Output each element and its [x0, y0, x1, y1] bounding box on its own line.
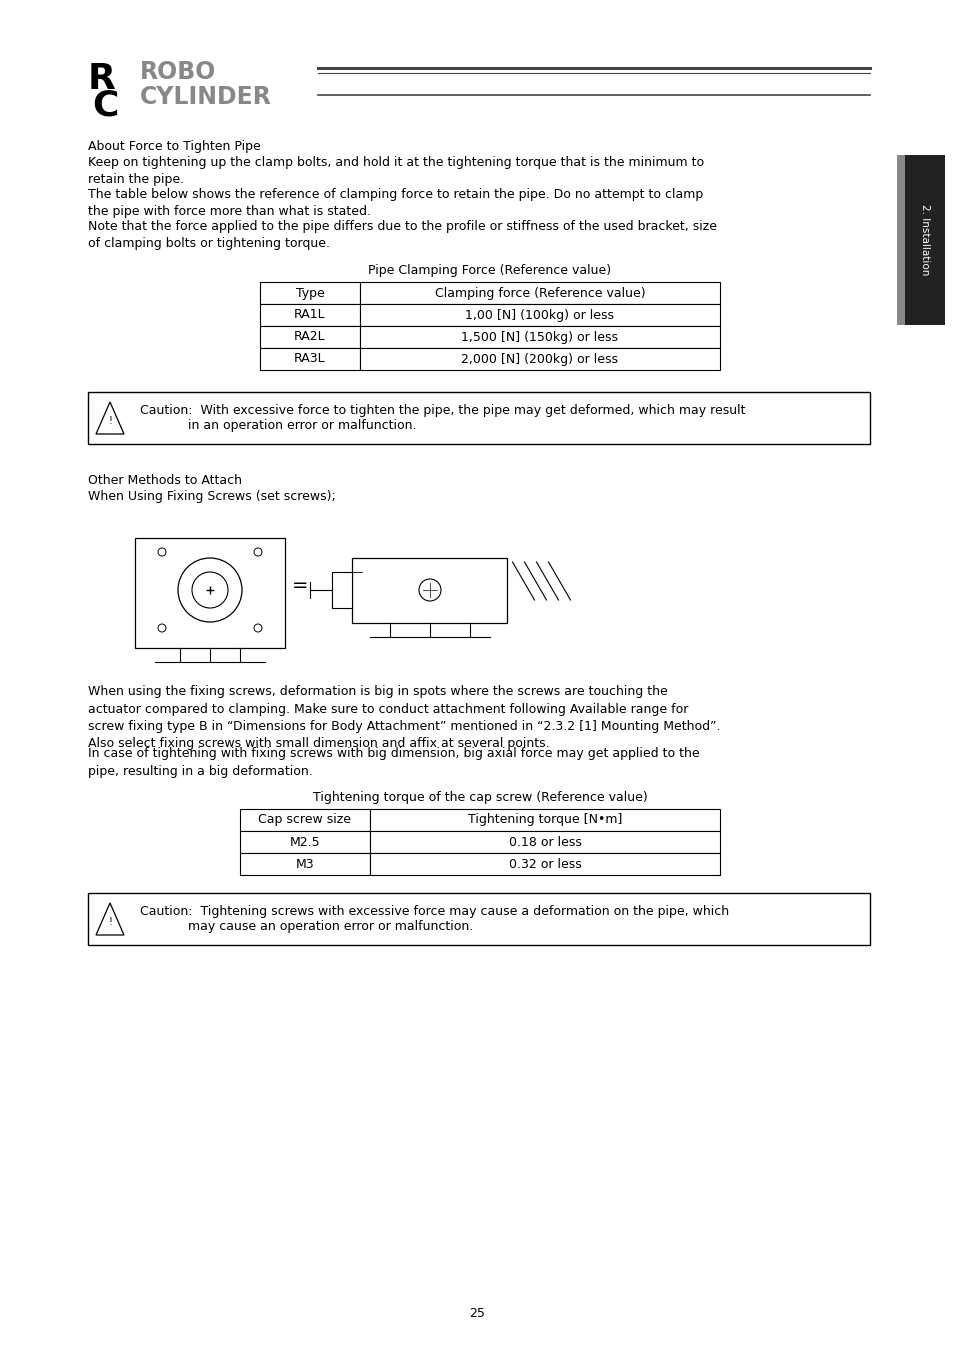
Text: 2,000 [N] (200kg) or less: 2,000 [N] (200kg) or less [461, 352, 618, 366]
Bar [260, 325, 359, 348]
Text: RA2L: RA2L [294, 331, 326, 343]
Circle shape [192, 572, 228, 608]
Text: Cap screw size: Cap screw size [258, 814, 351, 826]
Bar [359, 282, 720, 304]
Text: RA1L: RA1L [294, 309, 326, 321]
Text: Pipe Clamping Force (Reference value): Pipe Clamping Force (Reference value) [368, 265, 611, 277]
Bar [240, 853, 370, 875]
Text: 1,500 [N] (150kg) or less: 1,500 [N] (150kg) or less [461, 331, 618, 343]
Text: When using the fixing screws, deformation is big in spots where the screws are t: When using the fixing screws, deformatio… [88, 684, 720, 751]
Text: CYLINDER: CYLINDER [140, 85, 272, 109]
Bar [333, 572, 352, 608]
Bar [352, 558, 507, 622]
Bar [370, 809, 720, 832]
Circle shape [158, 624, 166, 632]
Bar [370, 853, 720, 875]
Bar [260, 348, 359, 370]
Text: M3: M3 [295, 857, 314, 871]
Text: About Force to Tighten Pipe: About Force to Tighten Pipe [88, 140, 260, 153]
Bar [359, 325, 720, 348]
Text: Clamping force (Reference value): Clamping force (Reference value) [435, 286, 644, 300]
Bar [240, 809, 370, 832]
Text: Keep on tightening up the clamp bolts, and hold it at the tightening torque that: Keep on tightening up the clamp bolts, a… [88, 157, 703, 186]
Text: 0.32 or less: 0.32 or less [508, 857, 580, 871]
Text: 0.18 or less: 0.18 or less [508, 836, 580, 849]
Bar [370, 832, 720, 853]
Bar [904, 155, 944, 325]
Circle shape [253, 624, 262, 632]
Bar [359, 348, 720, 370]
Bar [260, 282, 359, 304]
Circle shape [178, 558, 242, 622]
Text: =: = [292, 575, 308, 594]
Text: C: C [91, 88, 118, 122]
Bar [896, 155, 904, 325]
Circle shape [418, 579, 440, 601]
Text: The table below shows the reference of clamping force to retain the pipe. Do no : The table below shows the reference of c… [88, 188, 702, 219]
Polygon shape [96, 903, 124, 936]
Text: 1,00 [N] (100kg) or less: 1,00 [N] (100kg) or less [465, 309, 614, 321]
Text: !: ! [108, 917, 112, 927]
Text: may cause an operation error or malfunction.: may cause an operation error or malfunct… [140, 919, 473, 933]
Bar [135, 539, 285, 648]
Text: M2.5: M2.5 [290, 836, 320, 849]
Text: ROBO: ROBO [140, 59, 216, 84]
Text: Other Methods to Attach: Other Methods to Attach [88, 474, 242, 487]
Bar [88, 892, 869, 945]
Text: !: ! [108, 416, 112, 427]
Polygon shape [96, 402, 124, 433]
Bar [240, 832, 370, 853]
Text: Tightening torque [N•m]: Tightening torque [N•m] [467, 814, 621, 826]
Bar [88, 392, 869, 444]
Text: 2. Installation: 2. Installation [919, 204, 929, 275]
Text: Caution:  With excessive force to tighten the pipe, the pipe may get deformed, w: Caution: With excessive force to tighten… [140, 404, 744, 417]
Text: Tightening torque of the cap screw (Reference value): Tightening torque of the cap screw (Refe… [313, 791, 647, 805]
Bar [260, 304, 359, 325]
Text: RA3L: RA3L [294, 352, 326, 366]
Text: R: R [88, 62, 115, 96]
Text: Type: Type [295, 286, 324, 300]
Text: Caution:  Tightening screws with excessive force may cause a deformation on the : Caution: Tightening screws with excessiv… [140, 904, 728, 918]
Text: in an operation error or malfunction.: in an operation error or malfunction. [140, 418, 416, 432]
Circle shape [253, 548, 262, 556]
Bar [359, 304, 720, 325]
Text: When Using Fixing Screws (set screws);: When Using Fixing Screws (set screws); [88, 490, 335, 504]
Circle shape [158, 548, 166, 556]
Text: In case of tightening with fixing screws with big dimension, big axial force may: In case of tightening with fixing screws… [88, 747, 699, 778]
Text: Note that the force applied to the pipe differs due to the profile or stiffness : Note that the force applied to the pipe … [88, 220, 717, 251]
Text: 25: 25 [469, 1307, 484, 1320]
